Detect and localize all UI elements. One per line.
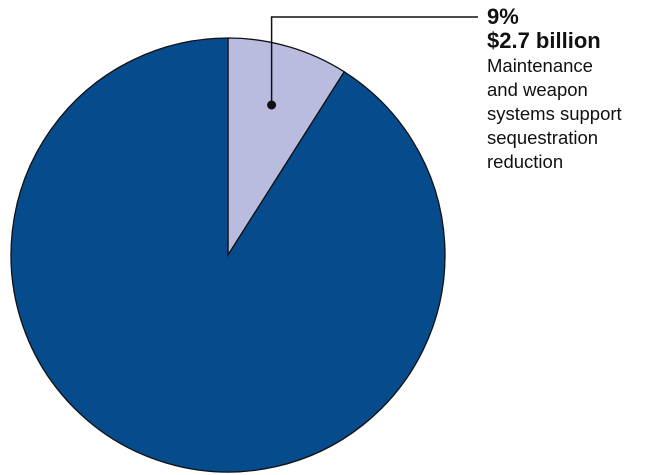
pie-slice-highlight: [227, 37, 346, 258]
slice-description-line: Maintenance: [487, 55, 593, 76]
slice-amount-label: $2.7 billion: [487, 28, 601, 53]
slice-description-line: sequestration: [487, 127, 599, 148]
callout-anchor-dot: [267, 100, 277, 110]
pie-slice-remainder: [10, 37, 446, 473]
pie-slices: [10, 37, 446, 473]
slice-description-line: reduction: [487, 151, 564, 172]
slice-description-line: systems support: [487, 103, 622, 124]
slice-description: Maintenance and weapon systems support s…: [487, 54, 647, 174]
slice-description-line: and weapon: [487, 79, 588, 100]
slice-callout: 9% $2.7 billion Maintenance and weapon s…: [487, 4, 647, 174]
slice-percent-label: 9%: [487, 4, 519, 29]
